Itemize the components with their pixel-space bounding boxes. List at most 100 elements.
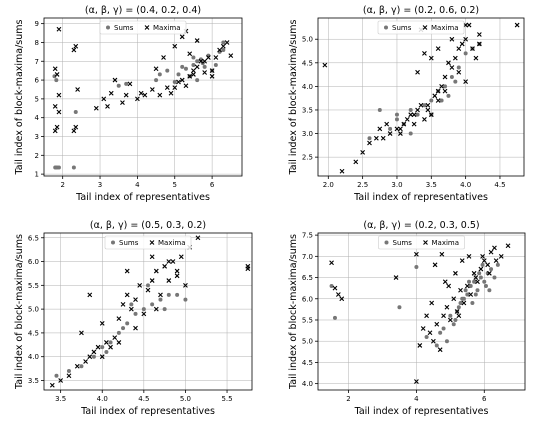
point-sums (439, 98, 444, 103)
point-sums (451, 322, 456, 327)
point-maxima (172, 85, 178, 90)
point-maxima (470, 46, 475, 52)
point-maxima (492, 245, 497, 251)
point-maxima (123, 92, 129, 98)
point-maxima (166, 278, 172, 283)
point-maxima (488, 249, 494, 255)
point-maxima (476, 41, 482, 47)
point-maxima (179, 34, 185, 40)
point-sums (434, 343, 439, 348)
y-tick-label: 9 (35, 20, 39, 28)
plot-frame (317, 232, 526, 391)
point-sums (472, 279, 477, 284)
point-maxima (422, 50, 427, 56)
y-tick-label: 8 (35, 39, 39, 47)
point-sums (79, 364, 84, 369)
y-tick-label: 5.0 (28, 306, 39, 314)
point-maxima (435, 88, 441, 94)
legend-box (104, 235, 192, 250)
point-maxima (99, 321, 105, 326)
point-maxima (178, 254, 184, 260)
point-maxima (463, 36, 469, 42)
point-maxima (420, 326, 426, 331)
point-maxima (108, 90, 114, 96)
point-maxima (449, 65, 455, 70)
point-sums (129, 302, 134, 307)
point-maxima (367, 140, 372, 146)
point-maxima (339, 168, 345, 174)
point-sums (394, 112, 399, 117)
x-tick-label: 3.0 (391, 181, 402, 189)
point-sums (422, 103, 427, 108)
point-maxima (87, 292, 93, 298)
point-maxima (476, 32, 482, 37)
y-tick-label: 4 (35, 114, 40, 122)
point-maxima (157, 92, 163, 98)
point-maxima (322, 62, 328, 68)
point-sums (146, 283, 150, 288)
x-axis-label: Tail index of representatives (353, 192, 488, 203)
point-maxima (478, 266, 484, 272)
x-tick-label: 3.5 (55, 395, 66, 403)
point-sums (429, 98, 434, 103)
point-sums (444, 339, 449, 344)
point-sums (480, 262, 485, 267)
point-sums (162, 307, 167, 312)
point-maxima (138, 90, 144, 96)
y-tick-label: 6.5 (302, 274, 313, 282)
point-maxima (183, 282, 188, 288)
point-sums (221, 40, 226, 45)
chart-panel-3: 3.5 4.0 4.5 5.0 5.5 3.5 4.0 4.5 5.0 5.5 6.0 6.5 (α, … (14, 220, 253, 417)
point-maxima (493, 258, 499, 263)
legend-marker-sums (384, 240, 389, 245)
point-maxima (486, 270, 492, 276)
x-tick-label: 6 (482, 395, 487, 403)
y-axis-label: Tail index of block-maxima/sums (288, 19, 299, 175)
point-maxima (133, 325, 138, 331)
point-sums (483, 284, 488, 289)
point-maxima (435, 98, 441, 103)
point-sums (467, 279, 472, 284)
point-sums (53, 165, 58, 170)
point-maxima (480, 253, 485, 259)
y-tick-label: 4.0 (302, 83, 313, 91)
point-sums (71, 165, 76, 170)
point-maxima (424, 313, 429, 319)
point-maxima (384, 121, 390, 127)
y-tick-label: 5.0 (302, 36, 313, 44)
point-sums (448, 313, 453, 318)
point-maxima (475, 279, 480, 285)
point-maxima (73, 43, 79, 49)
legend-marker-maxima (144, 25, 150, 30)
point-sums (73, 110, 78, 115)
point-maxima (124, 268, 130, 274)
y-tick-label: 5 (35, 95, 39, 103)
point-maxima (73, 124, 79, 130)
point-maxima (401, 121, 407, 127)
point-maxima (360, 150, 366, 155)
point-sums (158, 297, 163, 302)
point-sums (408, 107, 413, 112)
point-maxima (332, 285, 338, 291)
point-maxima (87, 354, 93, 360)
point-maxima (66, 373, 72, 379)
chart-title: (α, β, γ) = (0.2, 0.3, 0.5) (363, 220, 479, 231)
point-maxima (58, 378, 64, 383)
point-maxima (112, 335, 118, 341)
point-maxima (99, 354, 105, 360)
legend-label-sums: Sums (114, 24, 134, 32)
point-maxima (54, 72, 60, 77)
point-maxima (127, 81, 133, 87)
x-axis-label: Tail index of representatives (354, 406, 489, 417)
point-sums (473, 292, 478, 297)
point-maxima (161, 55, 166, 60)
point-maxima (116, 340, 122, 345)
point-maxima (120, 100, 125, 106)
point-maxima (485, 262, 491, 268)
x-tick-label: 2 (60, 181, 64, 189)
point-maxima (71, 128, 77, 134)
legend-label-maxima: Maxima (431, 24, 459, 32)
x-axis-label: Tail index of representatives (75, 192, 210, 203)
